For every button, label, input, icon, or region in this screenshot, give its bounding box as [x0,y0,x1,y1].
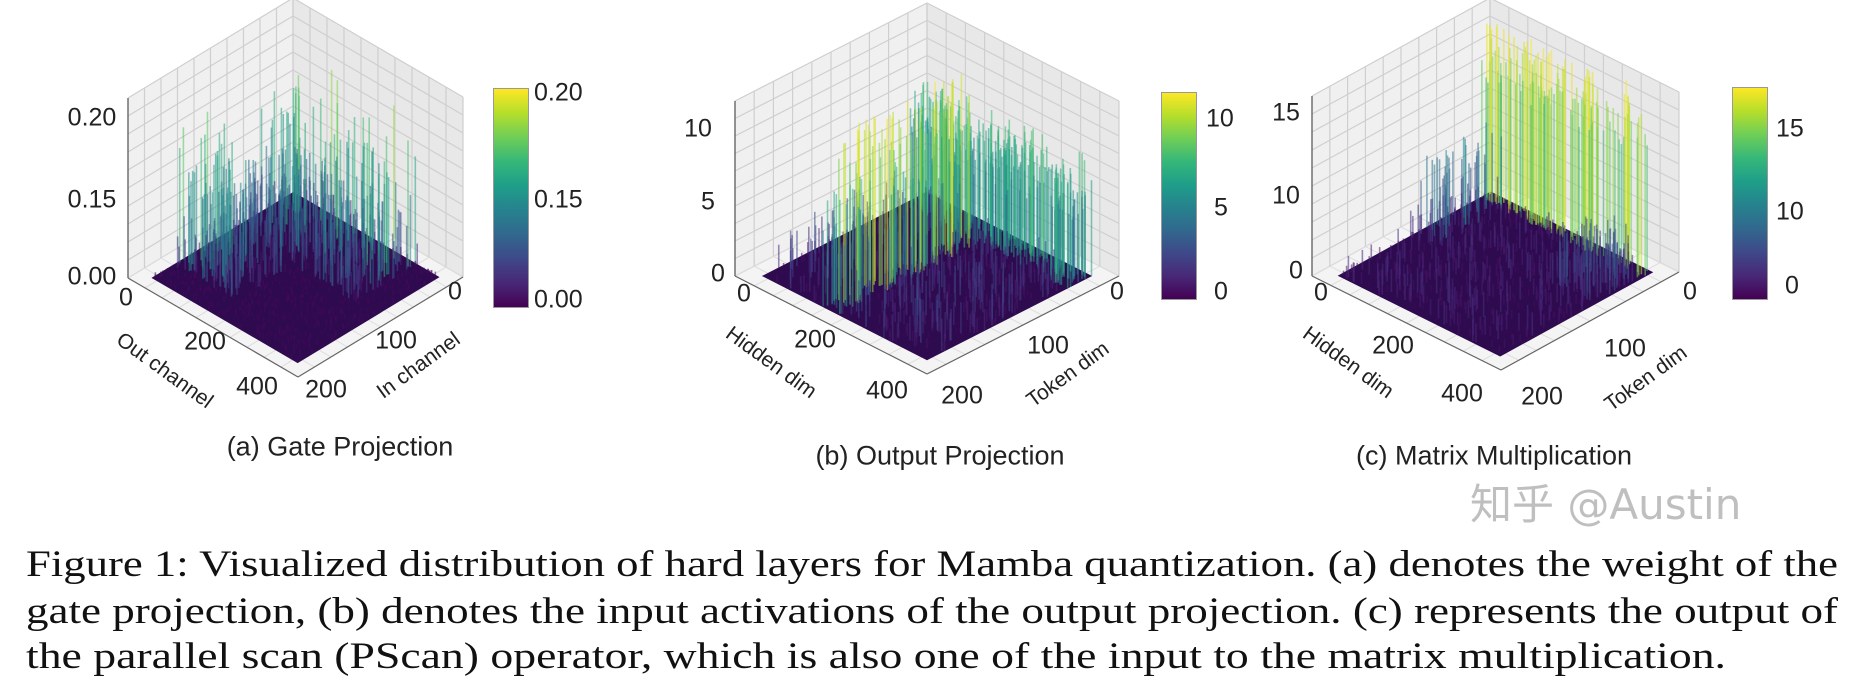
grid-line [1311,33,1491,133]
grid-line [926,72,1120,172]
grid-line [926,37,1120,137]
grid-line [292,33,464,134]
x-axis [734,275,928,375]
grid-line [1311,51,1491,151]
grid-line [1311,0,1488,97]
grid-line [127,0,291,99]
grid-line [295,0,464,98]
grid-line [926,54,1120,155]
grid-line [292,69,464,170]
grid-line [734,2,928,102]
grid-line [734,72,928,172]
grid-line [1311,87,1491,187]
grid-line [1489,15,1680,111]
grid-line [292,15,464,116]
y-axis [297,276,464,378]
grid-line [734,54,928,155]
grid-line [127,15,294,117]
grid-line [127,51,294,153]
grid-line [926,2,1120,102]
grid-line [734,37,928,137]
grid-line [734,89,928,190]
grid-line [1311,15,1491,115]
grid-line [292,51,464,152]
grid-line [127,87,294,189]
grid-line [127,69,294,171]
grid-line [1311,69,1491,169]
plots-canvas [127,0,1680,378]
grid-line [926,19,1120,120]
y-axis [926,275,1120,375]
grid-line [734,19,928,120]
grid-line [127,33,294,135]
grid-line [1492,0,1680,93]
x-axis [127,277,299,378]
